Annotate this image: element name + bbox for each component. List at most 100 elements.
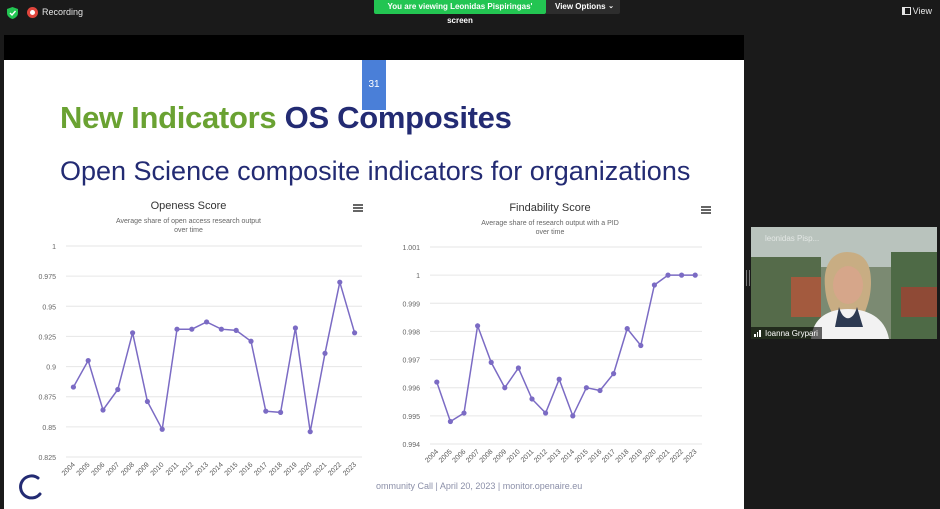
y-tick-label: 0.85 [42,425,56,432]
x-tick-label: 2012 [533,448,549,464]
data-point [263,408,269,414]
chevron-down-icon: ⌄ [608,3,614,10]
y-tick-label: 0.925 [38,334,56,341]
chart-menu-icon[interactable] [353,204,363,212]
x-tick-label: 2014 [209,461,225,477]
y-tick-label: 0.95 [42,304,56,311]
data-point [461,410,467,416]
y-tick-label: 0.975 [38,274,56,281]
view-button[interactable]: View [901,6,932,16]
findability-score-svg: Findability Score Average share of resear… [402,202,702,464]
data-point [144,398,150,405]
view-label: View [912,6,932,16]
x-tick-label: 2010 [506,448,522,464]
data-point [651,282,657,288]
panel-resize-handle[interactable] [745,270,750,286]
x-tick-label: 2004 [61,461,77,477]
security-shield-icon[interactable] [7,7,18,19]
signal-bars-icon [754,330,762,337]
x-tick-label: 2017 [601,448,617,464]
chart-subtitle-line: Average share of research output with a … [481,220,619,227]
x-tick-label: 2013 [194,461,210,477]
data-point [502,385,508,391]
y-tick-label: 0.875 [38,395,56,402]
y-tick-label: 0.997 [402,358,420,365]
data-point [543,410,549,416]
x-tick-label: 2019 [628,448,644,464]
data-point [248,338,254,344]
x-tick-label: 2011 [165,461,181,477]
data-point [233,327,239,333]
data-point [679,272,685,278]
data-point [85,357,91,364]
data-point [447,418,453,425]
x-tick-label: 2022 [327,461,343,477]
x-tick-label: 2020 [642,448,658,464]
data-point [115,386,121,393]
x-tick-label: 2009 [135,461,151,477]
x-tick-label: 2015 [574,448,590,464]
data-point [337,279,343,285]
view-options-label: View Options [555,2,606,11]
data-point [218,326,224,332]
x-tick-label: 2013 [547,448,563,464]
series-line [436,274,696,423]
participant-name-label: Ioanna Grypari [751,327,822,339]
recording-label[interactable]: Recording [42,7,84,17]
data-point [570,413,576,419]
x-tick-label: 2016 [238,461,254,477]
x-tick-label: 2008 [120,461,136,477]
x-tick-label: 2005 [438,448,454,464]
x-tick-label: 2007 [465,448,481,464]
data-point [597,387,603,394]
data-point [130,330,136,336]
x-tick-label: 2017 [253,461,269,477]
x-tick-label: 2023 [342,461,358,477]
x-tick-label: 2023 [683,448,699,464]
openess-score-chart: Openess Score Average share of open acces… [22,194,367,484]
x-tick-label: 2018 [268,461,284,477]
x-tick-label: 2021 [312,461,328,477]
x-tick-label: 2011 [520,448,536,464]
data-point [611,371,617,377]
chart-subtitle-line: over time [536,229,565,236]
y-tick-label: 0.998 [402,329,420,336]
x-tick-label: 2014 [560,448,576,464]
data-point [159,426,165,432]
data-point [174,326,180,332]
y-tick-label: 0.825 [38,455,56,462]
y-tick-label: 1.001 [402,245,420,252]
chart-title: Openess Score [151,200,227,212]
y-tick-label: 0.995 [402,414,420,421]
view-layout-icon [901,7,911,15]
data-point [529,396,535,402]
data-point [624,326,630,332]
x-tick-label: 2009 [492,448,508,464]
view-options-button[interactable]: View Options ⌄ [546,0,620,14]
openaire-logo-icon [19,474,42,500]
data-point [556,376,562,382]
chart-menu-icon[interactable] [701,206,711,214]
data-point [204,319,210,325]
page-number-badge: 31 [362,60,386,110]
data-point [692,272,698,278]
slide-title-part1: New Indicators [60,100,277,135]
data-point [189,326,195,332]
data-point [307,429,313,435]
meeting-top-bar: Recording You are viewing Leonidas Pispi… [0,0,940,26]
participant-video-tile[interactable]: leonidas Pisp... Ioanna Grypari [751,227,937,339]
findability-score-chart: Findability Score Average share of resear… [380,194,720,484]
x-tick-label: 2012 [179,461,195,477]
series-line [72,281,356,432]
slide-title: New Indicators OS Composites [60,100,512,136]
y-tick-label: 0.994 [402,442,420,449]
data-point [665,272,671,278]
data-point [475,323,481,329]
viewing-screen-banner: You are viewing Leonidas Pispiringas' sc… [374,0,546,25]
data-point [292,325,298,331]
slide-title-part2: OS Composites [284,100,512,135]
x-tick-label: 2022 [669,448,685,464]
recording-icon[interactable] [27,7,38,18]
openess-score-svg: Openess Score Average share of open acces… [38,200,362,477]
